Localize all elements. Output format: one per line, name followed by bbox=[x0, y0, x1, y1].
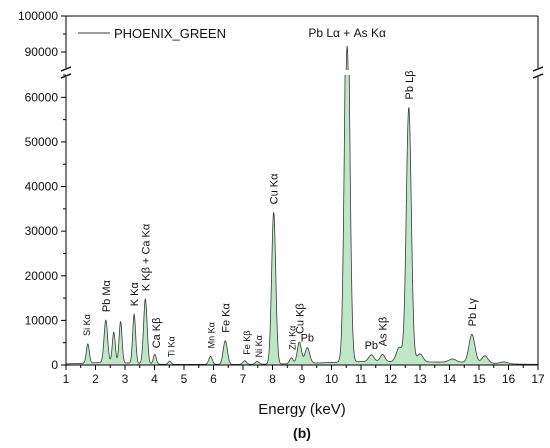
x-tick-label: 8 bbox=[269, 372, 276, 386]
lower-panel bbox=[66, 75, 538, 365]
x-tick-label: 14 bbox=[443, 372, 457, 386]
peak-label-as-k: As Kβ bbox=[378, 317, 390, 347]
x-tick-label: 13 bbox=[413, 372, 427, 386]
peak-label-ni-k: Ni Kα bbox=[254, 335, 264, 357]
y-tick-label-upper: 90000 bbox=[25, 45, 59, 59]
peak-label-pb-m: Pb Mα bbox=[101, 279, 113, 312]
peak-label-pb-l: Pb Lβ bbox=[404, 70, 416, 99]
x-tick-label: 2 bbox=[92, 372, 99, 386]
x-tick-label: 10 bbox=[325, 372, 339, 386]
x-tick-label: 6 bbox=[210, 372, 217, 386]
y-break-mark-right-1 bbox=[532, 66, 544, 72]
peak-label-pb-l: Pb Lγ bbox=[467, 298, 479, 327]
y-tick-label-lower: 30000 bbox=[25, 224, 59, 238]
peak-label-pb: Pb bbox=[301, 333, 314, 345]
y-break-mark-right-2 bbox=[532, 73, 544, 79]
y-tick-label-lower: 10000 bbox=[25, 313, 59, 327]
y-tick-label-lower: 60000 bbox=[25, 90, 59, 104]
upper-panel bbox=[345, 45, 349, 70]
y-tick-label-lower: 50000 bbox=[25, 135, 59, 149]
peak-label-pb: Pb bbox=[365, 340, 378, 352]
x-tick-label: 7 bbox=[240, 372, 247, 386]
peak-label-si-k: Si Kα bbox=[82, 314, 92, 336]
y-break-mark-left-1 bbox=[60, 66, 72, 72]
peak-label-k-k-ca-k: K Kβ + Ca Kα bbox=[140, 223, 152, 291]
panel-label: (b) bbox=[293, 425, 311, 441]
peak-label-cu-k: Cu Kβ bbox=[294, 303, 306, 334]
peak-label-mn-k: Mn Kα bbox=[207, 322, 217, 348]
spectrum-line-lower bbox=[66, 75, 538, 365]
peak-label-ti-k: Ti Kα bbox=[167, 336, 177, 357]
x-tick-label: 15 bbox=[472, 372, 486, 386]
peak-label-fe-k: Fe Kα bbox=[220, 303, 232, 333]
peak-label-ca-k: Ca Kβ bbox=[151, 317, 163, 348]
x-tick-label: 1 bbox=[63, 372, 70, 386]
y-tick-label-lower: 20000 bbox=[25, 269, 59, 283]
x-axis-title: Energy (keV) bbox=[258, 401, 346, 418]
legend-label: PHOENIX_GREEN bbox=[114, 26, 226, 41]
x-tick-label: 4 bbox=[151, 372, 158, 386]
peak-label-zn-k: Zn Kα bbox=[287, 326, 297, 350]
y-break-mark-left-2 bbox=[60, 73, 72, 79]
y-tick-label-lower: 40000 bbox=[25, 180, 59, 194]
peak-label-pb-l-as-k: Pb Lα + As Kα bbox=[308, 26, 386, 40]
axes: 1 2 3 4 5 6 7 8 9 10 11 12 13 14 15 16 17010000200003000… bbox=[18, 9, 545, 386]
x-tick-label: 11 bbox=[355, 372, 368, 386]
x-tick-label: 3 bbox=[122, 372, 129, 386]
peak-label-cu-k: Cu Kα bbox=[269, 173, 281, 204]
y-tick-label-upper: 100000 bbox=[18, 9, 58, 23]
y-tick-label-lower: 0 bbox=[51, 358, 58, 372]
peak-label-fe-k: Fe Kβ bbox=[242, 331, 252, 355]
legend: PHOENIX_GREEN bbox=[78, 26, 226, 41]
x-tick-label: 16 bbox=[502, 372, 516, 386]
x-tick-label: 9 bbox=[299, 372, 306, 386]
peak-labels: Si Kα Pb Mα K KαK Kβ + Ca Kα Ca Kβ Ti Kα Mn K… bbox=[82, 26, 479, 357]
peak-label-k-k: K Kα bbox=[129, 282, 141, 307]
x-tick-label: 17 bbox=[531, 372, 545, 386]
x-tick-label: 12 bbox=[384, 372, 398, 386]
x-tick-label: 5 bbox=[181, 372, 188, 386]
